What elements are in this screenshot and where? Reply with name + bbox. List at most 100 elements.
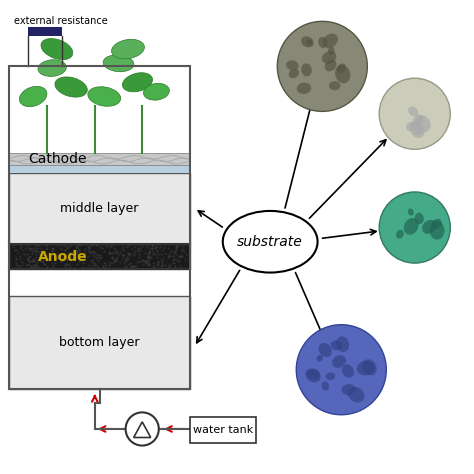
Point: [73, 260, 81, 268]
Point: [91, 253, 99, 260]
Bar: [28, 27, 62, 36]
Point: [48, 246, 56, 254]
Point: [39, 257, 46, 264]
Ellipse shape: [410, 121, 425, 138]
Point: [16, 245, 23, 252]
Point: [91, 261, 98, 269]
Ellipse shape: [88, 87, 121, 106]
Point: [29, 257, 37, 265]
Point: [118, 245, 126, 253]
Point: [33, 250, 40, 257]
Point: [144, 260, 151, 268]
Point: [139, 256, 147, 264]
Point: [30, 262, 38, 270]
Point: [48, 245, 56, 252]
Point: [111, 257, 119, 264]
Point: [154, 246, 161, 254]
Point: [38, 248, 46, 256]
Point: [10, 242, 18, 249]
Point: [172, 250, 180, 257]
Point: [64, 256, 71, 264]
Point: [164, 264, 172, 271]
Point: [23, 250, 31, 257]
Point: [80, 254, 87, 261]
Point: [18, 241, 25, 248]
Point: [130, 252, 137, 259]
Point: [148, 246, 155, 253]
Point: [101, 259, 109, 267]
Point: [105, 261, 113, 269]
Point: [153, 264, 160, 272]
Point: [32, 264, 40, 272]
Point: [136, 244, 144, 252]
Point: [139, 260, 146, 268]
Ellipse shape: [408, 209, 414, 216]
Point: [33, 247, 41, 255]
Ellipse shape: [408, 107, 418, 116]
Point: [37, 244, 45, 252]
Point: [29, 255, 37, 263]
Point: [28, 257, 36, 265]
Point: [26, 246, 34, 254]
Point: [149, 241, 157, 249]
Point: [59, 252, 66, 260]
Point: [66, 255, 74, 263]
Point: [119, 251, 127, 258]
Point: [109, 241, 116, 248]
Point: [158, 261, 166, 268]
Point: [142, 258, 149, 265]
Ellipse shape: [321, 381, 329, 391]
Point: [113, 248, 121, 255]
Point: [154, 247, 161, 255]
Point: [101, 263, 109, 271]
Point: [60, 261, 67, 268]
Point: [63, 245, 71, 252]
Point: [146, 253, 153, 260]
Point: [28, 249, 36, 257]
Point: [145, 259, 152, 266]
Point: [55, 251, 63, 259]
Circle shape: [379, 192, 450, 263]
Point: [134, 247, 142, 255]
Point: [119, 254, 127, 261]
Point: [136, 257, 143, 265]
Point: [125, 255, 132, 263]
Point: [114, 264, 121, 272]
Point: [87, 257, 94, 265]
Point: [143, 253, 150, 261]
Point: [37, 257, 45, 264]
Point: [119, 251, 127, 259]
Point: [73, 249, 81, 256]
Text: substrate: substrate: [237, 235, 303, 249]
Point: [23, 255, 30, 263]
Point: [27, 264, 35, 271]
Point: [139, 256, 146, 264]
Point: [17, 243, 25, 251]
Ellipse shape: [335, 65, 350, 83]
Point: [108, 249, 116, 257]
Point: [130, 262, 138, 270]
Point: [124, 250, 132, 258]
Point: [178, 246, 185, 254]
Ellipse shape: [356, 361, 374, 375]
Point: [130, 262, 137, 270]
Point: [131, 244, 138, 251]
Point: [48, 247, 55, 255]
Point: [86, 264, 93, 272]
Point: [132, 263, 139, 270]
Point: [153, 260, 161, 267]
Ellipse shape: [307, 369, 320, 380]
Point: [145, 252, 152, 260]
Point: [83, 264, 91, 272]
Point: [172, 255, 180, 262]
Ellipse shape: [331, 340, 343, 350]
Point: [126, 264, 133, 272]
Point: [55, 254, 63, 262]
Point: [20, 251, 27, 258]
Point: [85, 246, 92, 254]
Point: [85, 243, 92, 250]
Point: [94, 251, 102, 259]
Point: [181, 256, 189, 264]
Point: [174, 242, 182, 249]
Point: [70, 264, 78, 272]
